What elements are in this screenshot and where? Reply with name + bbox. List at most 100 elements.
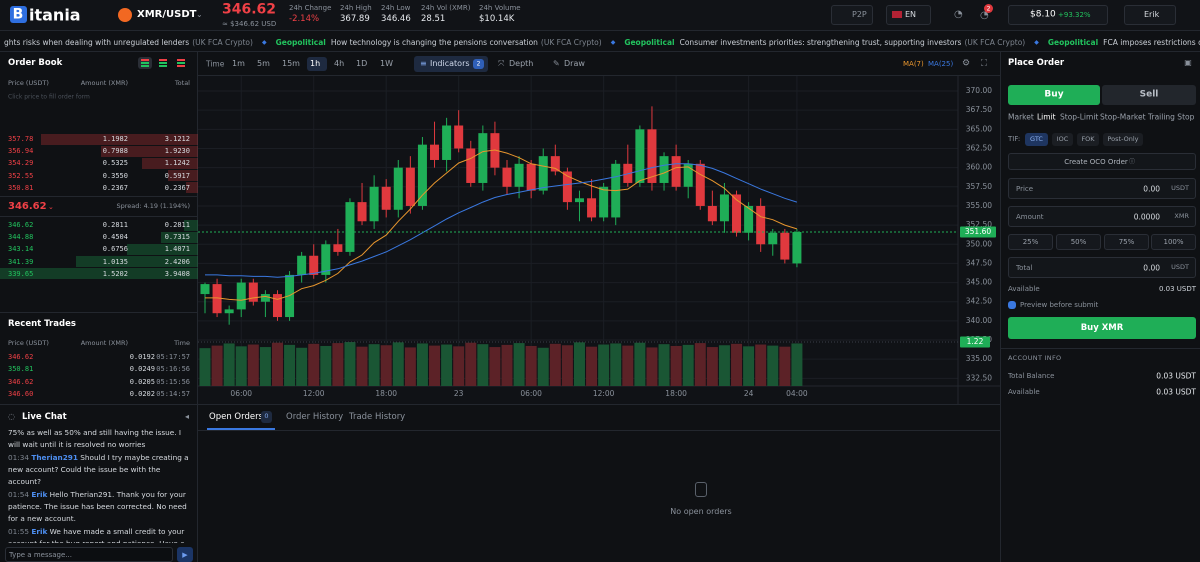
order-type[interactable]: Stop-Limit bbox=[1060, 112, 1099, 122]
available: 0.03 USDT bbox=[1158, 284, 1196, 293]
price-input[interactable] bbox=[1008, 178, 1196, 199]
submit-label: Buy XMR bbox=[1080, 322, 1124, 333]
view-toggle[interactable] bbox=[138, 57, 152, 69]
total-input[interactable] bbox=[1008, 257, 1196, 278]
trade-time: 05:15:56 bbox=[156, 377, 190, 386]
interval[interactable]: 1D bbox=[356, 59, 368, 69]
tif-option[interactable] bbox=[1052, 133, 1073, 146]
depth-bar bbox=[161, 231, 198, 243]
submit-button[interactable] bbox=[1008, 317, 1196, 339]
book-price: 344.88 bbox=[8, 232, 34, 241]
y-tick-label: 350.00 bbox=[966, 239, 992, 248]
news-text[interactable]: FCA imposes restrictions on Sendsii Ltd bbox=[1103, 38, 1200, 47]
oco-button[interactable] bbox=[1008, 153, 1196, 170]
book-total: 3.9408 bbox=[164, 269, 190, 278]
news-text[interactable]: ghts risks when dealing with unregulated… bbox=[4, 38, 190, 47]
view-toggle[interactable] bbox=[156, 57, 170, 69]
amount-input[interactable] bbox=[1008, 206, 1196, 227]
indicators: Indicators bbox=[430, 59, 470, 69]
volume-bar bbox=[308, 343, 320, 386]
interval[interactable]: 5m bbox=[257, 59, 270, 69]
volume-label: 1.22 bbox=[967, 337, 984, 346]
draw[interactable]: Draw bbox=[564, 59, 585, 69]
balance-button[interactable] bbox=[1008, 5, 1108, 25]
depth-bar bbox=[141, 157, 198, 169]
order-type[interactable]: Stop-Market bbox=[1100, 112, 1146, 122]
percent-button[interactable] bbox=[1008, 234, 1053, 250]
volume-label-box bbox=[960, 336, 990, 348]
account-label: Total Balance bbox=[1008, 371, 1055, 380]
book-amount: 0.3550 bbox=[102, 171, 128, 180]
news-text[interactable]: Consumer investments priorities: strengt… bbox=[679, 38, 962, 47]
percent-button[interactable] bbox=[1056, 234, 1101, 250]
indicator-badge bbox=[473, 59, 484, 69]
percent-button[interactable] bbox=[1104, 234, 1149, 250]
section-title: Place Order bbox=[1008, 57, 1065, 68]
sound-icon: ◂ bbox=[184, 412, 190, 422]
candle-body bbox=[538, 156, 548, 191]
buy-label: Buy bbox=[1044, 89, 1064, 100]
candle-body bbox=[309, 255, 319, 275]
volume-bar bbox=[368, 344, 380, 386]
view-toggle[interactable] bbox=[174, 57, 188, 69]
tab[interactable]: Order History bbox=[286, 411, 344, 422]
tab[interactable]: Trade History bbox=[349, 411, 406, 422]
candle-body bbox=[719, 194, 729, 222]
percent-button[interactable] bbox=[1151, 234, 1196, 250]
order-type[interactable]: Limit bbox=[1037, 112, 1056, 122]
ticker: ghts risks when dealing with unregulated… bbox=[4, 35, 1200, 50]
chat-text: We have made a small credit to your acco… bbox=[8, 527, 185, 543]
interval[interactable]: 4h bbox=[334, 59, 345, 69]
depth[interactable]: Depth bbox=[509, 59, 534, 69]
candle-body bbox=[768, 232, 778, 245]
divider bbox=[0, 312, 198, 313]
volume-bar bbox=[779, 346, 791, 386]
tif-label: GTC bbox=[1030, 134, 1043, 143]
x-tick-label: 12:00 bbox=[593, 389, 615, 398]
bell-icon[interactable]: ◔ bbox=[954, 9, 963, 20]
p2p-button[interactable] bbox=[831, 5, 873, 25]
pair[interactable]: XMR/USDT bbox=[137, 9, 197, 20]
candle-body bbox=[454, 125, 464, 149]
percent: 50% bbox=[1070, 237, 1087, 246]
sell-tab[interactable] bbox=[1102, 85, 1196, 105]
tab[interactable]: Open Orders bbox=[209, 411, 263, 422]
volume-bar bbox=[743, 346, 755, 386]
candle-body bbox=[756, 205, 766, 245]
depth-bar bbox=[76, 256, 198, 268]
chat-message: 75% as well as 50% and still having the … bbox=[8, 427, 190, 451]
tif-option[interactable] bbox=[1025, 133, 1048, 146]
news-text[interactable]: How technology is changing the pensions … bbox=[330, 38, 538, 47]
language: EN bbox=[905, 10, 917, 20]
tif-option[interactable] bbox=[1103, 133, 1143, 146]
section-title: Recent Trades bbox=[8, 318, 76, 329]
trade-amount: 0.0205 bbox=[129, 377, 155, 386]
interval[interactable]: 1W bbox=[380, 59, 393, 69]
interval[interactable]: 1h bbox=[310, 59, 321, 69]
candle-body bbox=[224, 309, 234, 314]
order-type[interactable]: Market bbox=[1008, 112, 1034, 122]
candle-body bbox=[236, 282, 246, 310]
send-button[interactable] bbox=[177, 547, 193, 562]
indicators-button[interactable] bbox=[414, 56, 488, 72]
order-type[interactable]: Trailing Stop bbox=[1148, 112, 1195, 122]
chat-message: 01:55 Erik We have made a small credit t… bbox=[8, 526, 190, 543]
news-tag: Geopolitical bbox=[624, 38, 675, 47]
candle-body bbox=[297, 255, 307, 275]
candle-body bbox=[732, 194, 742, 233]
notify-icon[interactable]: ◔ bbox=[980, 10, 989, 21]
volume-bar bbox=[441, 344, 453, 386]
tif-option[interactable] bbox=[1077, 133, 1099, 146]
interval[interactable]: 1m bbox=[232, 59, 245, 69]
candle-body bbox=[369, 186, 379, 222]
buy-tab[interactable] bbox=[1008, 85, 1100, 105]
column-header: Price (USDT) bbox=[8, 79, 49, 88]
volume-bar bbox=[706, 347, 718, 386]
book-total: 1.4071 bbox=[164, 245, 190, 254]
user-button[interactable] bbox=[1124, 5, 1176, 25]
checkbox[interactable] bbox=[1008, 301, 1016, 309]
stat-label: 24h High bbox=[340, 3, 372, 12]
book-price: 357.78 bbox=[8, 134, 34, 143]
interval[interactable]: 15m bbox=[282, 59, 300, 69]
language-button[interactable] bbox=[886, 5, 931, 25]
